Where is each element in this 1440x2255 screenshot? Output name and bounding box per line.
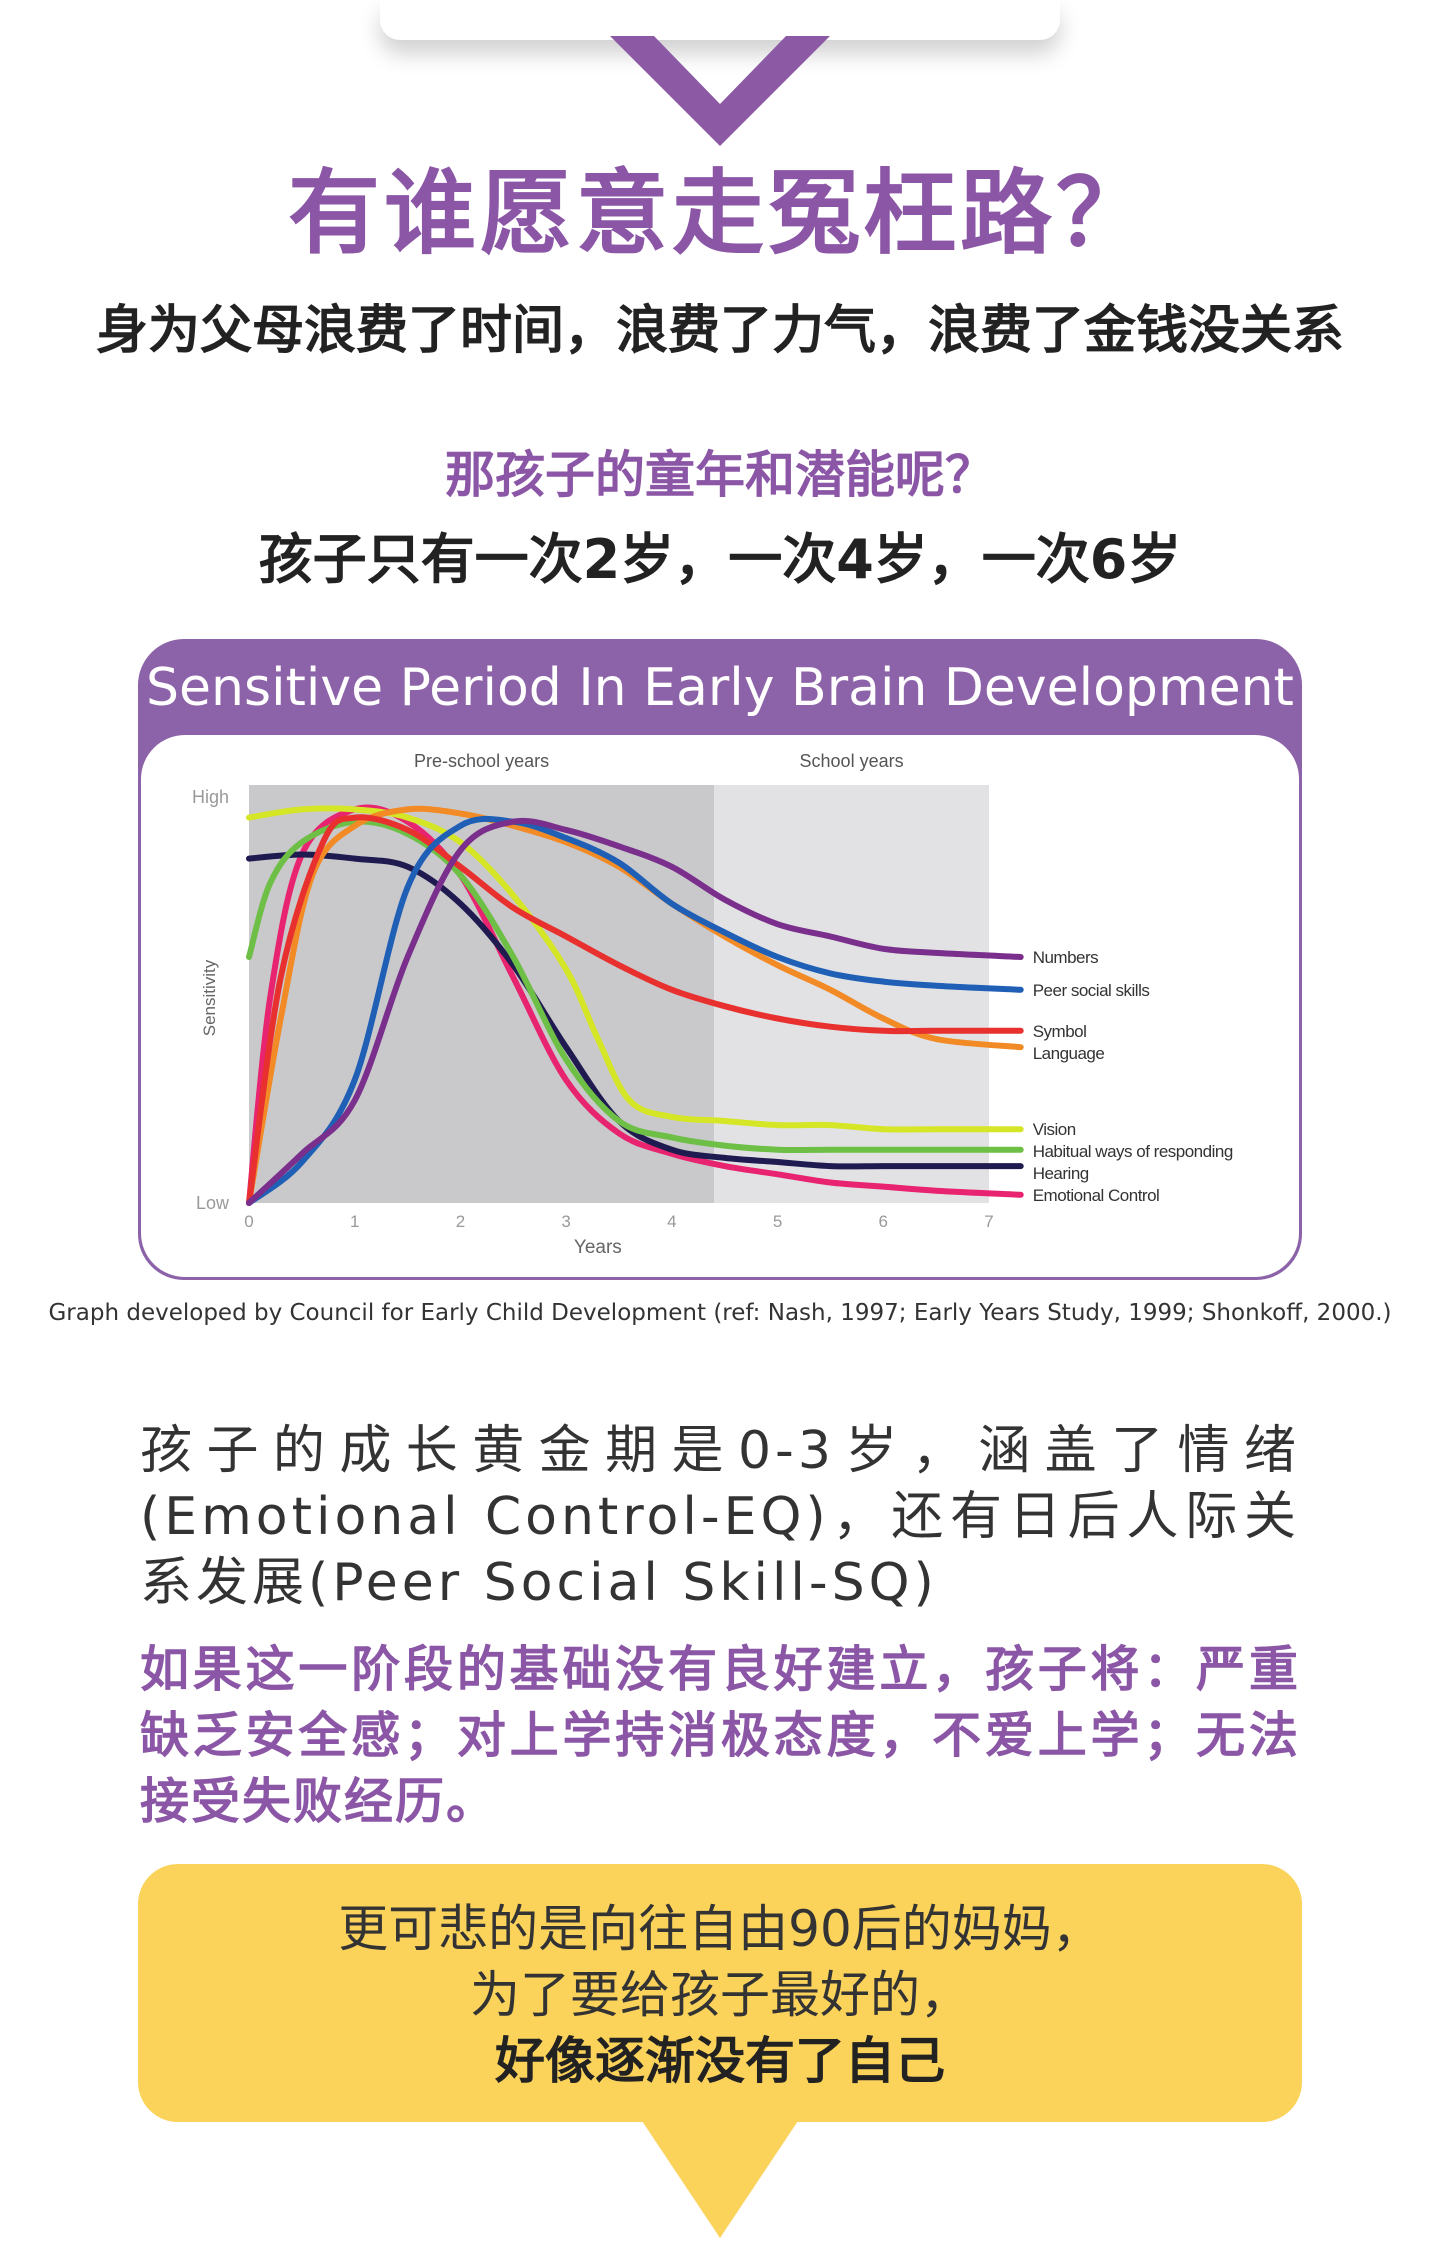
series-line-peer-social-skills [246,815,1024,1206]
note-line-1: 更可悲的是向往自由90后的妈妈， [338,1900,1102,1958]
legend-label-symbol: Symbol [1033,1022,1087,1041]
chart-credit: Graph developed by Council for Early Chi… [48,1300,1392,1326]
subquestion: 孩子只有一次2岁，一次4岁，一次6岁 [258,528,1182,591]
subheadline: 身为父母浪费了时间，浪费了力气，浪费了金钱没关系 [95,301,1344,361]
legend-label-peer-social-skills: Peer social skills [1033,981,1150,1000]
series-line-symbol [246,814,1024,1206]
sensitivity-chart: Pre-school years School years Low High Sensi… [192,751,1233,1258]
chart-area: Pre-school years School years Low High Sensi… [141,735,1299,1277]
x-tick-6: 6 [879,1212,888,1231]
y-tick-high: High [192,787,229,807]
chart-title: Sensitive Period In Early Brain Developm… [146,658,1294,718]
region-label-1: School years [800,751,904,771]
x-axis-label: Years [574,1237,622,1258]
note-line-2: 为了要给孩子最好的， [470,1966,970,2024]
warning-paragraph: 如果这一阶段的基础没有良好建立，孩子将：严重缺乏安全感；对上学持消极态度，不爱上… [140,1641,1300,1830]
chevron-down-icon [610,36,830,146]
chart-region-1 [714,785,989,1203]
y-axis-label: Sensitivity [200,959,219,1036]
note-tail [640,2118,800,2238]
x-tick-5: 5 [773,1212,782,1231]
x-tick-1: 1 [350,1212,359,1231]
legend-label-emotional-control: Emotional Control [1033,1186,1160,1205]
x-tick-7: 7 [984,1212,993,1231]
question: 那孩子的童年和潜能呢？ [445,446,995,504]
x-tick-3: 3 [561,1212,570,1231]
series-line-numbers [246,817,1024,1206]
chart-card: Sensitive Period In Early Brain Developm… [138,639,1302,1280]
headline: 有谁愿意走冤枉路？ [287,160,1152,267]
series-line-emotional-control [246,804,1024,1206]
x-tick-0: 0 [244,1212,253,1231]
note-box [138,1864,1302,2122]
region-label-0: Pre-school years [414,751,549,771]
x-tick-4: 4 [667,1212,676,1231]
legend-label-language: Language [1033,1044,1105,1063]
legend-label-habitual-ways-of-responding: Habitual ways of responding [1033,1142,1233,1161]
legend-label-numbers: Numbers [1033,948,1098,967]
note-text: 更可悲的是向往自由90后的妈妈， 为了要给孩子最好的， 好像逐渐没有了自己 [138,1896,1302,2094]
series-line-language [246,805,1024,1206]
y-tick-low: Low [196,1193,230,1213]
top-decor-bar [380,0,1060,40]
legend-label-hearing: Hearing [1033,1164,1089,1183]
golden-period-paragraph: 孩子的成长黄金期是0-3岁，涵盖了情绪(Emotional Control-EQ… [140,1421,1300,1613]
x-tick-2: 2 [456,1212,465,1231]
note-line-3: 好像逐渐没有了自己 [495,2032,945,2090]
legend-label-vision: Vision [1033,1120,1076,1139]
